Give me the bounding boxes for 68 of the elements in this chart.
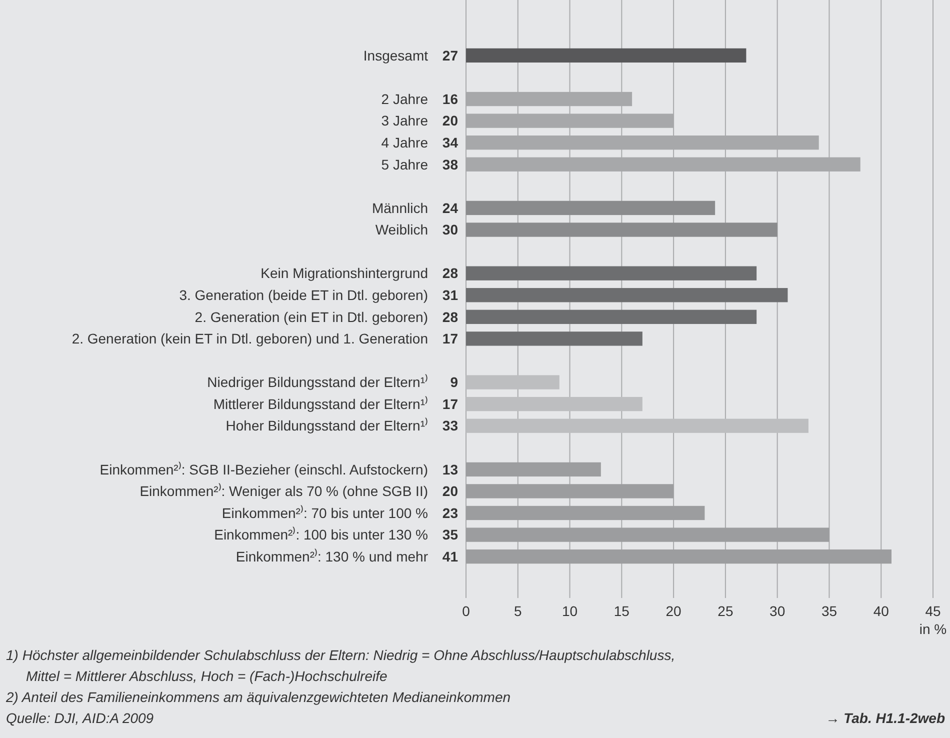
data-label: 30 bbox=[442, 222, 458, 238]
bar bbox=[466, 375, 560, 390]
y-tick-label: 5 Jahre bbox=[381, 156, 428, 172]
x-tick-label: 20 bbox=[666, 602, 682, 619]
y-tick-label: Einkommen²⁾: 130 % und mehr bbox=[236, 548, 428, 564]
y-tick-label: 3 Jahre bbox=[381, 112, 428, 129]
bar bbox=[466, 310, 757, 324]
y-tick-label: 3. Generation (beide ET in Dtl. geboren) bbox=[179, 287, 428, 304]
y-tick-label: Einkommen²⁾: SGB II-Bezieher (einschl. Aufstockern) bbox=[100, 461, 428, 478]
data-label: 34 bbox=[442, 134, 458, 150]
data-label: 13 bbox=[442, 461, 458, 478]
y-tick-label: 2 Jahre bbox=[381, 90, 428, 107]
y-tick-label: Weiblich bbox=[375, 222, 428, 238]
x-tick-label: 45 bbox=[925, 602, 941, 619]
data-label: 9 bbox=[450, 374, 458, 390]
y-tick-label: Niedriger Bildungsstand der Eltern¹⁾ bbox=[207, 374, 428, 390]
x-tick-label: 35 bbox=[821, 602, 838, 619]
bar bbox=[466, 418, 808, 433]
bar bbox=[466, 200, 716, 216]
y-tick-label: 4 Jahre bbox=[381, 134, 428, 150]
data-label: 16 bbox=[442, 90, 458, 107]
data-label: 17 bbox=[442, 396, 458, 412]
y-tick-label: 2. Generation (ein ET in Dtl. geboren) bbox=[194, 308, 428, 325]
x-tick-label: 15 bbox=[614, 602, 630, 619]
text: 2) Anteil des Familieneinkommens am äquivalenzgewichteten Medianeinkommen bbox=[5, 689, 511, 705]
x-tick-label: 5 bbox=[514, 602, 522, 619]
source-note: Quelle: DJI, AID:A 2009 bbox=[6, 710, 154, 726]
data-label: 41 bbox=[442, 548, 458, 564]
data-label: 24 bbox=[442, 200, 458, 216]
bar bbox=[466, 462, 601, 476]
data-label: 28 bbox=[442, 308, 458, 325]
data-label: 31 bbox=[442, 287, 458, 304]
y-tick-label: Einkommen²⁾: Weniger als 70 % (ohne SGB II) bbox=[140, 483, 428, 500]
bar bbox=[466, 222, 778, 237]
bar bbox=[466, 48, 746, 63]
data-label: 28 bbox=[442, 265, 458, 282]
bar bbox=[466, 549, 892, 564]
bar bbox=[466, 528, 830, 542]
text: → Tab. H1.1-2web bbox=[826, 710, 946, 726]
data-label: 17 bbox=[442, 330, 458, 347]
data-label: 38 bbox=[442, 156, 458, 172]
x-tick-label: 30 bbox=[770, 602, 786, 619]
x-tick-label: 25 bbox=[718, 602, 734, 619]
y-tick-label: Mittlerer Bildungsstand der Eltern¹⁾ bbox=[213, 396, 428, 412]
y-tick-label: Insgesamt bbox=[363, 47, 428, 64]
y-tick-label: Männlich bbox=[372, 200, 428, 216]
bar bbox=[466, 506, 705, 520]
bar bbox=[466, 332, 642, 346]
y-tick-label: 2. Generation (kein ET in Dtl. geboren) und 1. Generation bbox=[72, 330, 428, 347]
bar bbox=[466, 288, 788, 302]
x-tick-label: 0 bbox=[462, 602, 470, 619]
bar bbox=[466, 266, 757, 280]
x-axis-title: in % bbox=[919, 621, 947, 637]
bar bbox=[466, 396, 642, 412]
y-tick-label: Hoher Bildungsstand der Eltern¹⁾ bbox=[226, 418, 428, 434]
data-label: 20 bbox=[442, 112, 458, 129]
data-label: 20 bbox=[442, 483, 458, 500]
y-tick-label: Kein Migrationshintergrund bbox=[260, 265, 428, 282]
bar bbox=[466, 484, 674, 498]
y-tick-label: Einkommen²⁾: 100 bis unter 130 % bbox=[214, 526, 428, 543]
y-tick-label: Einkommen²⁾: 70 bis unter 100 % bbox=[222, 504, 428, 521]
data-label: 23 bbox=[442, 504, 458, 521]
text: 1) Höchster allgemeinbildender Schulabschluss der Eltern: Niedrig = Ohne Abschluss/Hauptschulabschluss, Mittel = Mittlerer Abschluss, Hoch = (Fach-)Hochschulreife bbox=[6, 647, 676, 684]
x-tick-label: 40 bbox=[873, 602, 890, 619]
data-label: 33 bbox=[442, 418, 458, 434]
x-tick-label: 10 bbox=[562, 602, 578, 619]
data-label: 27 bbox=[442, 47, 458, 64]
data-label: 35 bbox=[442, 526, 458, 543]
